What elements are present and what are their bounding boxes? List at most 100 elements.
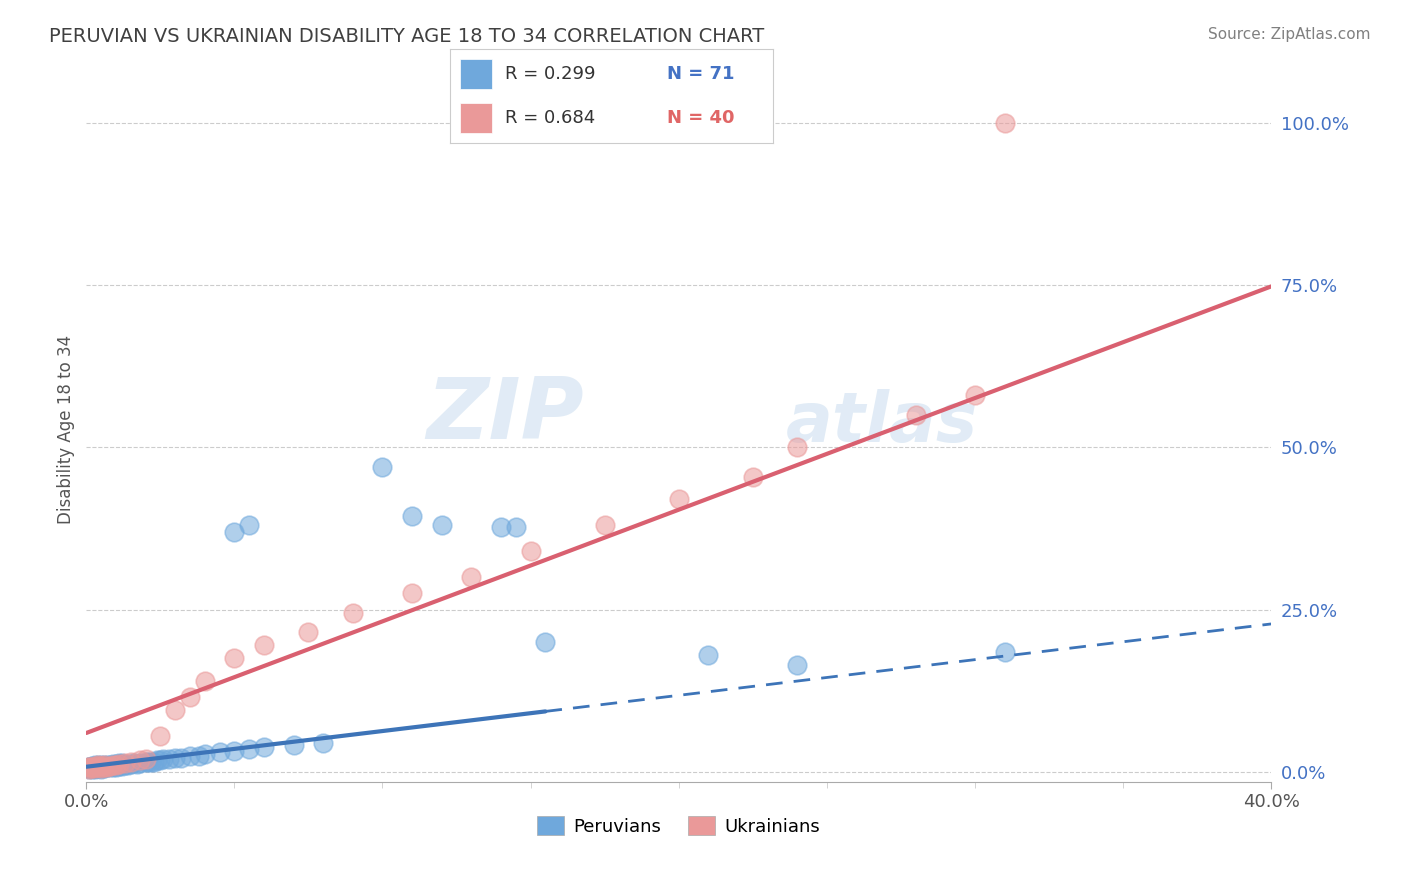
Point <box>505 519 527 533</box>
Point <box>135 755 157 769</box>
Bar <box>460 60 492 89</box>
Point <box>165 703 187 717</box>
Point <box>77 760 100 774</box>
Point <box>111 756 134 771</box>
Point <box>141 755 163 769</box>
Point <box>98 759 121 773</box>
Point <box>668 492 690 507</box>
Point <box>401 586 423 600</box>
Point <box>253 639 276 653</box>
Point <box>87 758 110 772</box>
Point <box>152 752 174 766</box>
Point <box>283 738 305 752</box>
Point <box>104 757 127 772</box>
Point <box>108 759 131 773</box>
Point <box>82 761 104 775</box>
Point <box>208 746 231 760</box>
Point <box>179 690 201 705</box>
Point <box>157 752 180 766</box>
Point <box>138 755 160 769</box>
Point <box>697 648 720 662</box>
Point <box>87 760 110 774</box>
Point <box>342 606 364 620</box>
Point <box>430 518 453 533</box>
Point <box>238 518 260 533</box>
Point <box>117 757 139 772</box>
Point <box>534 635 557 649</box>
Y-axis label: Disability Age 18 to 34: Disability Age 18 to 34 <box>58 335 75 524</box>
Point <box>96 758 118 772</box>
Point <box>82 762 104 776</box>
Point <box>125 757 148 772</box>
Point <box>786 657 808 672</box>
Point <box>87 760 110 774</box>
Point <box>114 758 136 772</box>
Point <box>90 761 112 775</box>
Point <box>253 740 276 755</box>
Bar <box>460 103 492 134</box>
Text: PERUVIAN VS UKRAINIAN DISABILITY AGE 18 TO 34 CORRELATION CHART: PERUVIAN VS UKRAINIAN DISABILITY AGE 18 … <box>49 27 765 45</box>
Point <box>93 760 115 774</box>
Text: ZIP: ZIP <box>426 374 583 457</box>
Point <box>460 570 482 584</box>
Point <box>135 752 157 766</box>
Point <box>904 408 927 422</box>
Point <box>82 759 104 773</box>
Point <box>101 760 124 774</box>
Point <box>114 756 136 771</box>
Point <box>84 761 107 775</box>
Point <box>224 524 246 539</box>
Point <box>146 753 169 767</box>
Point <box>104 760 127 774</box>
Point <box>90 758 112 772</box>
Point <box>187 748 209 763</box>
Point <box>84 758 107 772</box>
Point <box>993 116 1015 130</box>
Point <box>93 760 115 774</box>
Point <box>77 760 100 774</box>
Point <box>98 760 121 774</box>
Point <box>104 758 127 772</box>
Point <box>179 748 201 763</box>
Point <box>96 760 118 774</box>
Legend: Peruvians, Ukrainians: Peruvians, Ukrainians <box>530 809 827 843</box>
Point <box>77 762 100 776</box>
Text: R = 0.684: R = 0.684 <box>505 110 595 128</box>
Point <box>224 651 246 665</box>
Text: R = 0.299: R = 0.299 <box>505 65 595 83</box>
Point <box>90 759 112 773</box>
Point <box>90 760 112 774</box>
Point <box>77 762 100 776</box>
Point <box>93 758 115 772</box>
Point <box>111 759 134 773</box>
Point <box>108 757 131 772</box>
Point <box>122 756 145 771</box>
Point <box>82 761 104 775</box>
Point <box>238 742 260 756</box>
Text: Source: ZipAtlas.com: Source: ZipAtlas.com <box>1208 27 1371 42</box>
Point <box>170 750 193 764</box>
Point <box>77 760 100 774</box>
Point <box>593 518 616 533</box>
Point <box>149 753 172 767</box>
Point <box>87 761 110 775</box>
Point <box>297 625 319 640</box>
Point <box>84 761 107 775</box>
Point <box>224 744 246 758</box>
Point <box>741 469 763 483</box>
Point <box>120 755 142 769</box>
Point <box>312 736 335 750</box>
Text: N = 71: N = 71 <box>666 65 734 83</box>
Point <box>401 508 423 523</box>
Point <box>87 758 110 772</box>
Text: N = 40: N = 40 <box>666 110 734 128</box>
Point <box>101 758 124 772</box>
Point <box>993 645 1015 659</box>
Point <box>128 753 150 767</box>
Point <box>93 758 115 772</box>
Point <box>194 674 217 689</box>
Point <box>108 756 131 771</box>
Point <box>128 756 150 771</box>
Point <box>963 388 986 402</box>
Point <box>489 519 512 533</box>
